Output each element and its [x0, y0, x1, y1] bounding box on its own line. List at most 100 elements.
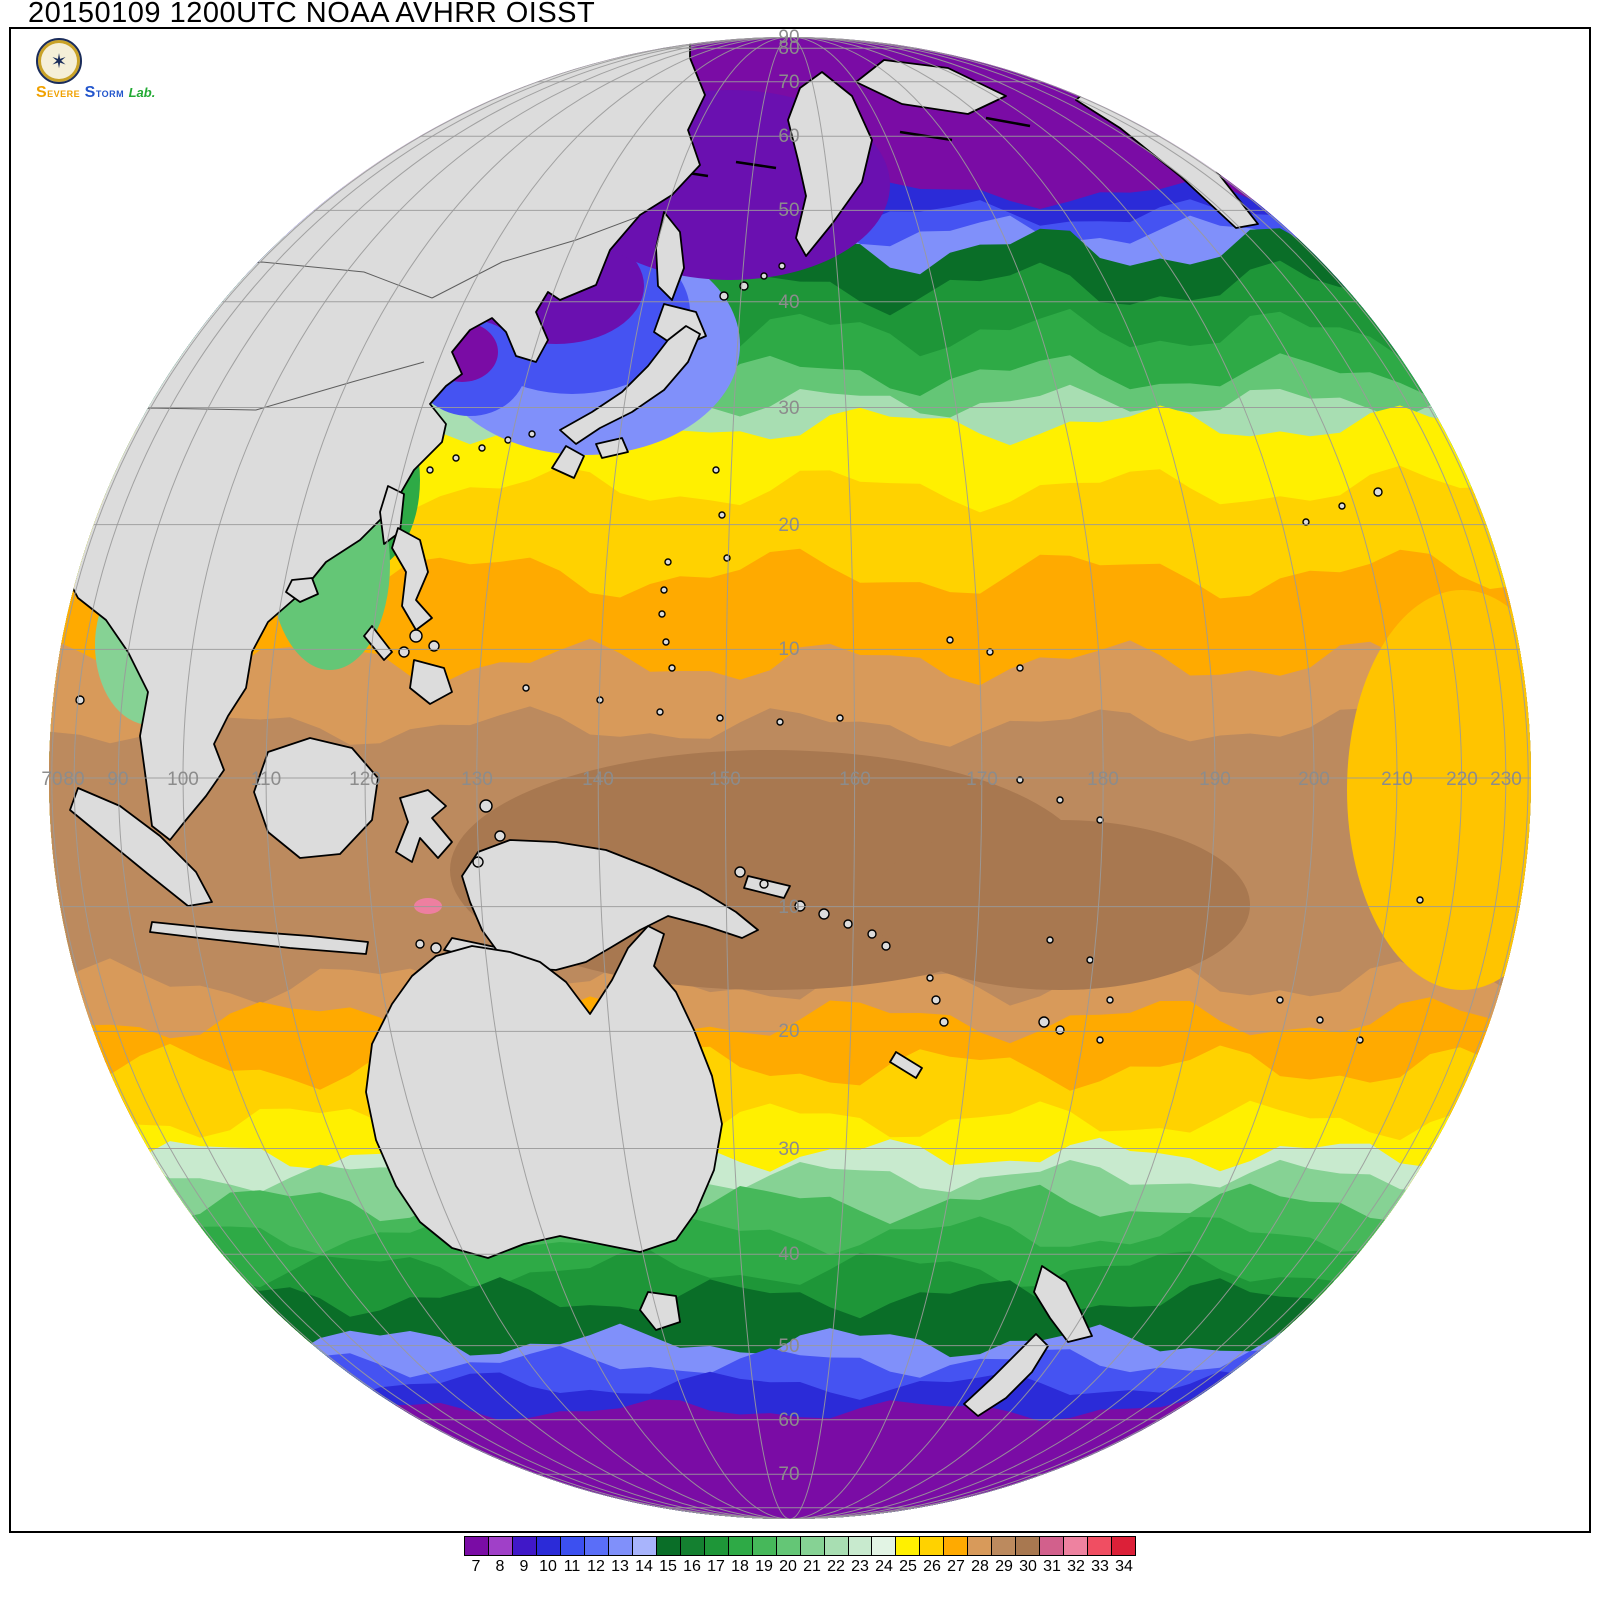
island-dot — [1016, 664, 1024, 672]
meridian-line — [789, 37, 1463, 1519]
longitude-label: 160 — [839, 769, 871, 790]
island-dot — [759, 879, 769, 889]
colorbar-tick-20: 20 — [779, 1558, 797, 1575]
map-labels: 70 80 90 100 110 120 130 140 150 160 170 180 190 200 2… — [41, 27, 1521, 1485]
longitude-label: 110 — [251, 769, 281, 790]
colorbar-cell-27 — [944, 1537, 969, 1555]
colorbar-tick-labels: 7 8 9 10 11 12 13 14 15 16 17 18 19 20 21 22 23 24 25 26 27 2… — [464, 1558, 1136, 1576]
island-dot — [1096, 816, 1104, 824]
island-dot — [836, 714, 844, 722]
island-dot — [1038, 1016, 1050, 1028]
colorbar-tick-28: 28 — [971, 1558, 989, 1575]
meridian-line — [789, 37, 856, 1519]
colorbar-cell-28 — [968, 1537, 993, 1555]
colorbar-cell-21 — [800, 1537, 825, 1555]
island-dot — [426, 466, 434, 474]
colorbar-tick-26: 26 — [923, 1558, 941, 1575]
colorbar-cell-15 — [656, 1537, 681, 1555]
meridian-line — [73, 37, 791, 1519]
colorbar-tick-9: 9 — [519, 1558, 529, 1575]
colorbar-tick-24: 24 — [875, 1558, 893, 1575]
colorbar-tick-27: 27 — [947, 1558, 965, 1575]
meridian-line — [789, 37, 1216, 1519]
island-dot — [712, 466, 720, 474]
meridian-line — [789, 37, 1507, 1519]
colorbar-tick-23: 23 — [851, 1558, 869, 1575]
latitude-label-north: 30 — [778, 398, 799, 419]
meridian-line — [51, 37, 791, 1519]
longitude-label: 170 — [966, 769, 998, 790]
land-nz-south-island — [963, 1333, 1049, 1417]
meridian-line — [789, 37, 1529, 1519]
land-tasmania — [639, 1291, 681, 1331]
graticule — [49, 37, 1531, 1519]
latitude-label-south: 10 — [778, 897, 799, 918]
longitude-label: 230 — [1490, 769, 1522, 790]
colorbar-tick-21: 21 — [803, 1558, 821, 1575]
land-palawan — [363, 625, 393, 661]
land-borneo — [253, 737, 379, 859]
land-mindanao — [409, 659, 453, 705]
border-line — [431, 215, 641, 299]
colorbar-cell-22 — [824, 1537, 849, 1555]
colorbar-cell-30 — [1016, 1537, 1041, 1555]
colorbar-tick-13: 13 — [611, 1558, 629, 1575]
colorbar-tick-18: 18 — [731, 1558, 749, 1575]
colorbar-cell-24 — [872, 1537, 897, 1555]
colorbar-cell-19 — [752, 1537, 777, 1555]
meridian-line — [724, 37, 791, 1519]
island-dot — [75, 695, 85, 705]
lab-name-severe: Severe — [36, 84, 81, 101]
lab-name-lab: Lab. — [128, 85, 156, 100]
longitude-label: 120 — [349, 769, 381, 790]
land-kyushu — [551, 445, 585, 479]
colorbar-tick-17: 17 — [707, 1558, 725, 1575]
latitude-label-south: 70 — [778, 1464, 799, 1485]
land-new-caledonia — [889, 1051, 923, 1079]
colorbar-tick-10: 10 — [539, 1558, 557, 1575]
sst-patch — [414, 898, 442, 914]
island-dot — [668, 664, 676, 672]
island-dot — [794, 900, 806, 912]
latitude-label-north: 10 — [778, 639, 799, 660]
colorbar-cell-32 — [1064, 1537, 1089, 1555]
island-dots — [75, 262, 1424, 1044]
colorbar-tick-33: 33 — [1091, 1558, 1109, 1575]
colorbar-cell-12 — [584, 1537, 609, 1555]
lab-seal-icon: ✶ — [36, 38, 82, 84]
land-sulawesi — [395, 789, 453, 863]
latitude-label-south: 20 — [778, 1021, 799, 1042]
island-dot — [398, 646, 410, 658]
island-dot — [1338, 502, 1346, 510]
island-dot — [409, 629, 423, 643]
longitude-label: 80 — [63, 769, 84, 790]
colorbar-tick-31: 31 — [1043, 1558, 1061, 1575]
meridian-line — [789, 37, 983, 1519]
longitude-label: 220 — [1446, 769, 1478, 790]
colorbar: 7 8 9 10 11 12 13 14 15 16 17 18 19 20 21 22 23 24 25 26 27 2… — [464, 1536, 1136, 1576]
longitude-label: 70 — [41, 769, 62, 790]
latitude-label-north: 90 — [778, 27, 799, 48]
meridian-line — [182, 37, 791, 1519]
longitude-label: 180 — [1087, 769, 1119, 790]
longitude-label: 100 — [167, 769, 199, 790]
colorbar-cell-33 — [1088, 1537, 1113, 1555]
land-new-guinea — [461, 839, 759, 971]
island-dot — [1106, 996, 1114, 1004]
colorbar-cell-9 — [512, 1537, 537, 1555]
colorbar-cells — [464, 1536, 1136, 1556]
colorbar-cell-25 — [896, 1537, 921, 1555]
island-dot — [494, 830, 506, 842]
island-dot — [926, 974, 934, 982]
colorbar-cell-26 — [920, 1537, 945, 1555]
longitude-label: 140 — [582, 769, 614, 790]
meridian-line — [476, 37, 791, 1519]
colorbar-tick-11: 11 — [563, 1558, 581, 1575]
land-luzon — [391, 527, 433, 631]
island-dot — [662, 638, 670, 646]
island-dot — [479, 799, 493, 813]
colorbar-tick-32: 32 — [1067, 1558, 1085, 1575]
colorbar-cell-13 — [608, 1537, 633, 1555]
colorbar-cell-20 — [776, 1537, 801, 1555]
